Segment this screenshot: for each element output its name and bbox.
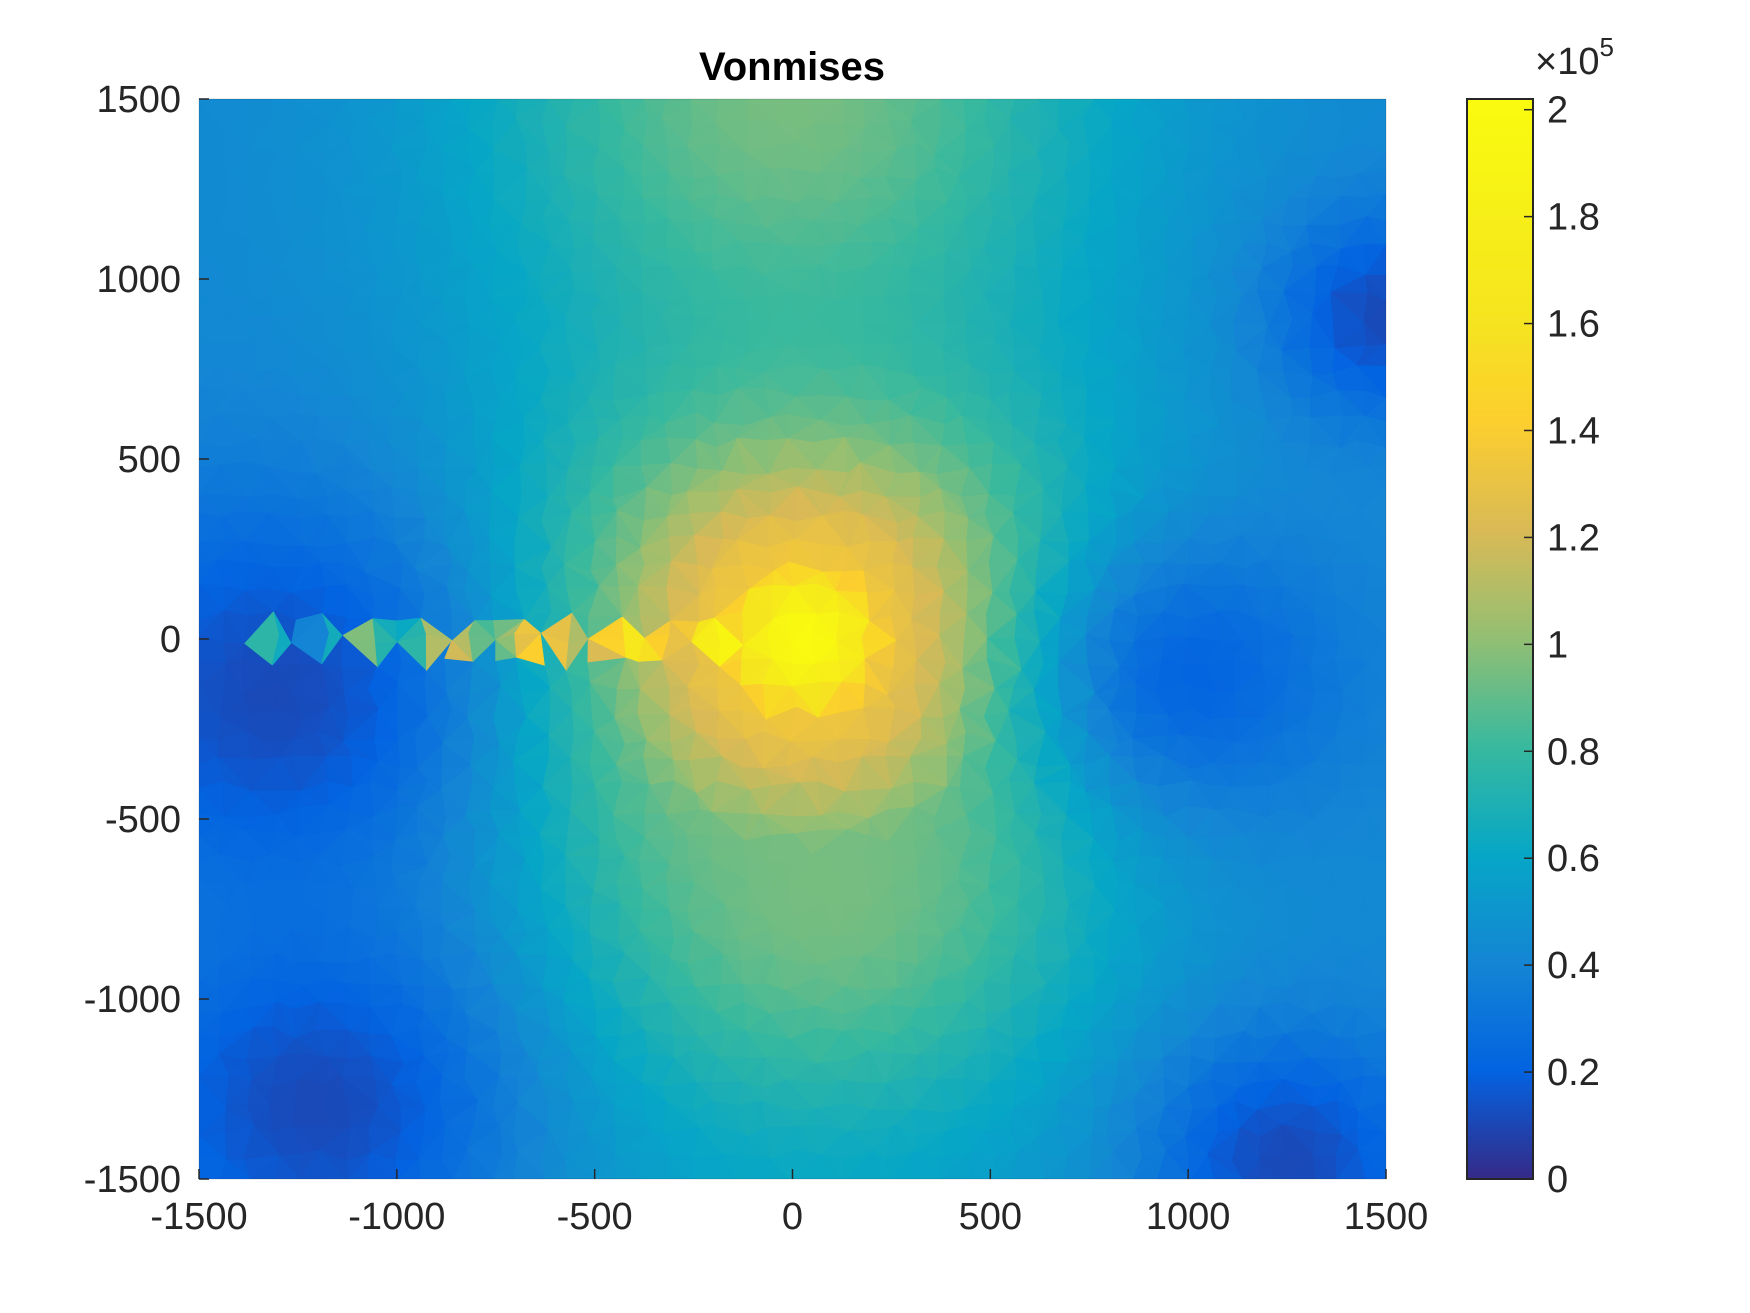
colorbar-tick-label: 1.2 [1547,517,1600,559]
heatmap-field [199,99,1386,1179]
y-tick-label: 1500 [96,79,181,121]
x-tick-label: -1000 [348,1196,445,1238]
x-tick-label: -1500 [150,1196,247,1238]
colorbar-tick-label: 1 [1547,624,1568,666]
colorbar-tick-label: 0.2 [1547,1052,1600,1094]
y-tick-label: -500 [105,799,181,841]
colorbar-scale-label: ×105 [1535,32,1614,83]
x-tick-label: 1500 [1344,1196,1429,1238]
colorbar-scale-exponent: 5 [1599,32,1613,62]
colorbar-tick-label: 0.4 [1547,945,1600,987]
chart-title: Vonmises [699,45,885,89]
x-tick-label: 1000 [1146,1196,1231,1238]
x-tick-label: 500 [959,1196,1022,1238]
x-tick-label: -500 [557,1196,633,1238]
colorbar-tick-label: 2 [1547,90,1568,132]
colorbar-scale-base: ×10 [1535,41,1599,83]
y-axis-ticks: -1500 -1000 -500 0 500 1000 1500 [84,79,209,1201]
colorbar-tick-label: 1.6 [1547,304,1600,346]
colorbar-tick-label: 0.6 [1547,838,1600,880]
y-tick-label: -1000 [84,979,181,1021]
colorbar-tick-label: 0 [1547,1159,1568,1201]
colorbar-tick-label: 1.8 [1547,197,1600,239]
colorbar-tick-label: 1.4 [1547,410,1600,452]
colorbar-tick-label: 0.8 [1547,731,1600,773]
y-tick-label: 0 [160,619,181,661]
colorbar [1466,98,1534,1180]
x-tick-label: 0 [782,1196,803,1238]
y-tick-label: 500 [118,439,181,481]
colorbar-ticks: 0 0.2 0.4 0.6 0.8 1 1.2 1.4 1.6 1.8 2 [1524,90,1600,1201]
y-tick-label: -1500 [84,1159,181,1201]
y-tick-label: 1000 [96,259,181,301]
